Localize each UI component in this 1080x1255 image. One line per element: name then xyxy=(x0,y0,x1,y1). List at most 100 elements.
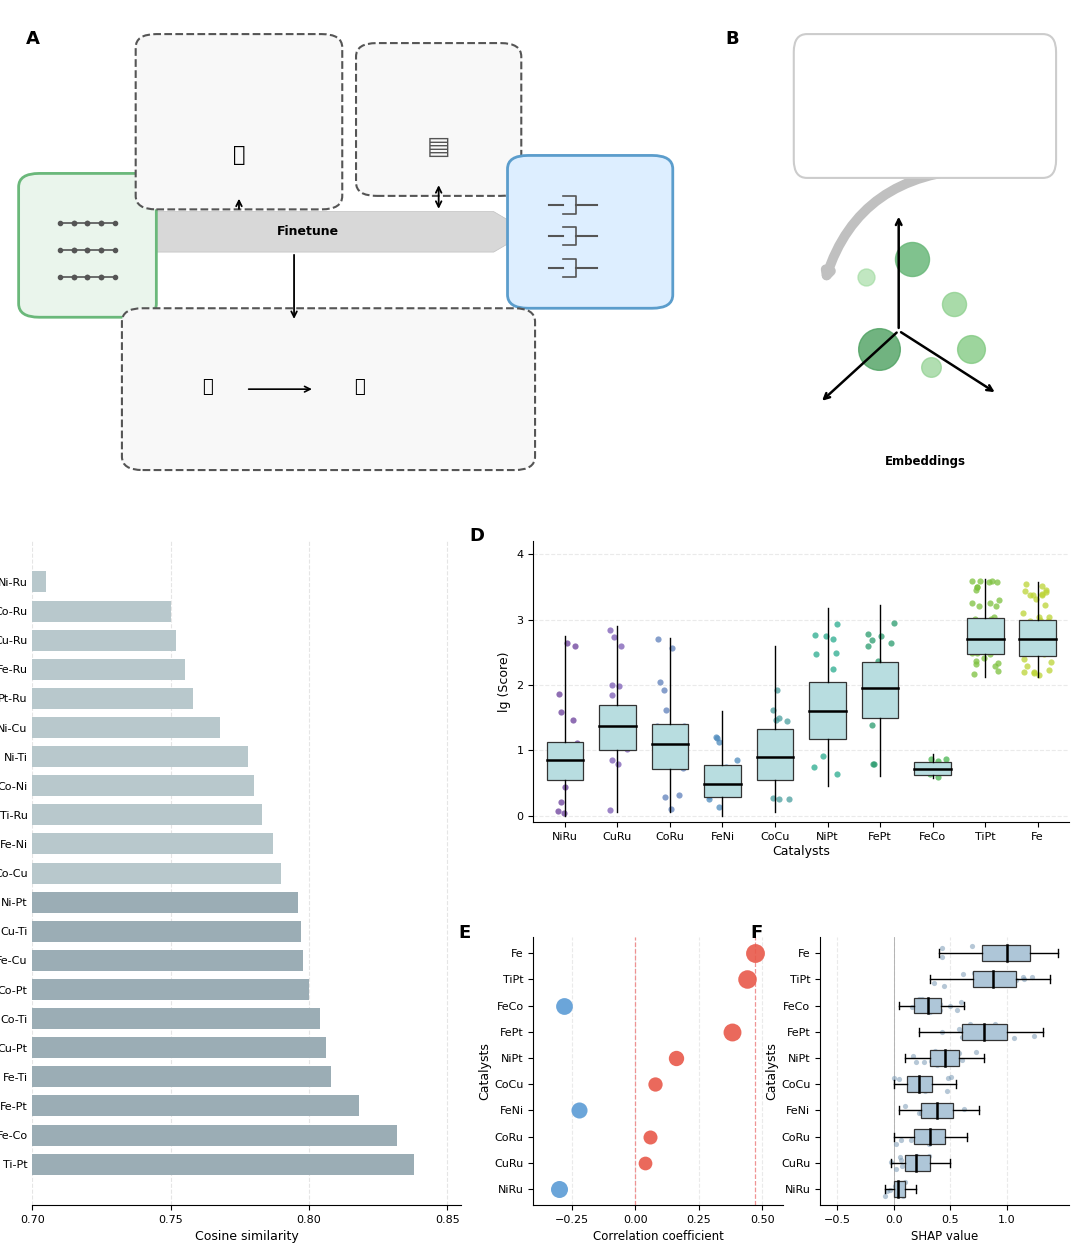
Point xyxy=(989,653,1007,673)
Point xyxy=(927,1126,944,1146)
Point xyxy=(864,754,881,774)
Point xyxy=(966,634,983,654)
Point xyxy=(1024,966,1041,986)
Point xyxy=(652,720,670,740)
Point xyxy=(550,1178,567,1199)
Bar xyxy=(961,1024,1007,1039)
Bar xyxy=(32,688,193,709)
Point xyxy=(780,789,797,809)
Point xyxy=(810,675,827,695)
Point xyxy=(725,762,742,782)
Point xyxy=(955,1023,972,1043)
Point xyxy=(876,1186,893,1206)
Point xyxy=(860,624,877,644)
Point xyxy=(765,738,782,758)
Point xyxy=(929,1106,946,1126)
Text: · ...: · ... xyxy=(839,112,856,122)
Point xyxy=(915,1098,932,1118)
Point xyxy=(1015,602,1032,622)
Point xyxy=(1040,660,1057,680)
Point xyxy=(959,1025,976,1045)
Point xyxy=(824,690,841,710)
Text: Carbon_BERT: Carbon_BERT xyxy=(552,276,629,286)
Point xyxy=(886,1068,903,1088)
Bar xyxy=(32,1153,414,1175)
Point xyxy=(939,758,956,778)
Point xyxy=(921,1001,939,1022)
Point xyxy=(1025,585,1042,605)
Point xyxy=(827,644,845,664)
Point xyxy=(904,1079,921,1099)
Point xyxy=(928,1054,945,1074)
Point xyxy=(663,639,680,659)
Point xyxy=(896,1096,914,1116)
Polygon shape xyxy=(149,212,528,252)
Point xyxy=(1038,624,1055,644)
Point xyxy=(967,651,984,671)
Point xyxy=(919,1155,936,1175)
Point xyxy=(927,1131,944,1151)
Point xyxy=(975,648,993,668)
Y-axis label: lg (Score): lg (Score) xyxy=(498,651,511,712)
Point xyxy=(962,339,980,359)
Point xyxy=(926,998,943,1018)
Point xyxy=(1008,936,1025,956)
Point xyxy=(710,797,727,817)
Point xyxy=(875,688,892,708)
Point xyxy=(717,757,734,777)
Point xyxy=(919,1122,936,1142)
Point xyxy=(707,728,725,748)
Point xyxy=(956,1099,973,1119)
Point xyxy=(891,1147,908,1167)
Point xyxy=(887,1176,904,1196)
Point xyxy=(768,680,785,700)
Point xyxy=(984,1022,1001,1042)
Point xyxy=(967,612,984,633)
Point xyxy=(908,998,926,1018)
Point xyxy=(950,1043,968,1063)
Point xyxy=(980,615,997,635)
Point xyxy=(1040,607,1057,628)
Point xyxy=(649,630,666,650)
Point xyxy=(976,614,994,634)
Point xyxy=(551,684,568,704)
Point xyxy=(702,779,719,799)
Point xyxy=(1039,629,1056,649)
Point xyxy=(609,723,626,743)
Point xyxy=(701,789,718,809)
Point xyxy=(987,944,1004,964)
Point xyxy=(765,754,782,774)
Point xyxy=(1025,1027,1042,1047)
Point xyxy=(954,1050,971,1071)
Point xyxy=(913,1103,930,1123)
Point xyxy=(1016,944,1034,964)
Bar xyxy=(32,1037,325,1058)
Point xyxy=(993,969,1010,989)
Point xyxy=(900,1153,917,1173)
Bar xyxy=(32,776,254,796)
Point xyxy=(973,968,990,988)
Point xyxy=(924,1001,942,1022)
FancyBboxPatch shape xyxy=(356,43,522,196)
Point xyxy=(888,1185,905,1205)
Point xyxy=(814,745,832,766)
Text: B: B xyxy=(725,30,739,48)
Point xyxy=(1015,969,1032,989)
Point xyxy=(665,740,683,761)
Point xyxy=(894,1182,912,1202)
Point xyxy=(765,788,782,808)
Point xyxy=(918,759,935,779)
Point xyxy=(933,937,950,958)
FancyBboxPatch shape xyxy=(794,34,1056,178)
Point xyxy=(914,1106,931,1126)
Point xyxy=(858,267,875,287)
Point xyxy=(867,671,885,692)
Point xyxy=(818,626,835,646)
Point xyxy=(889,1182,906,1202)
Point xyxy=(919,989,936,1009)
Point xyxy=(1043,631,1061,651)
Point xyxy=(553,792,570,812)
Point xyxy=(918,1127,935,1147)
Point xyxy=(963,936,981,956)
Text: Carbon-related
pretrain data: Carbon-related pretrain data xyxy=(174,427,242,446)
